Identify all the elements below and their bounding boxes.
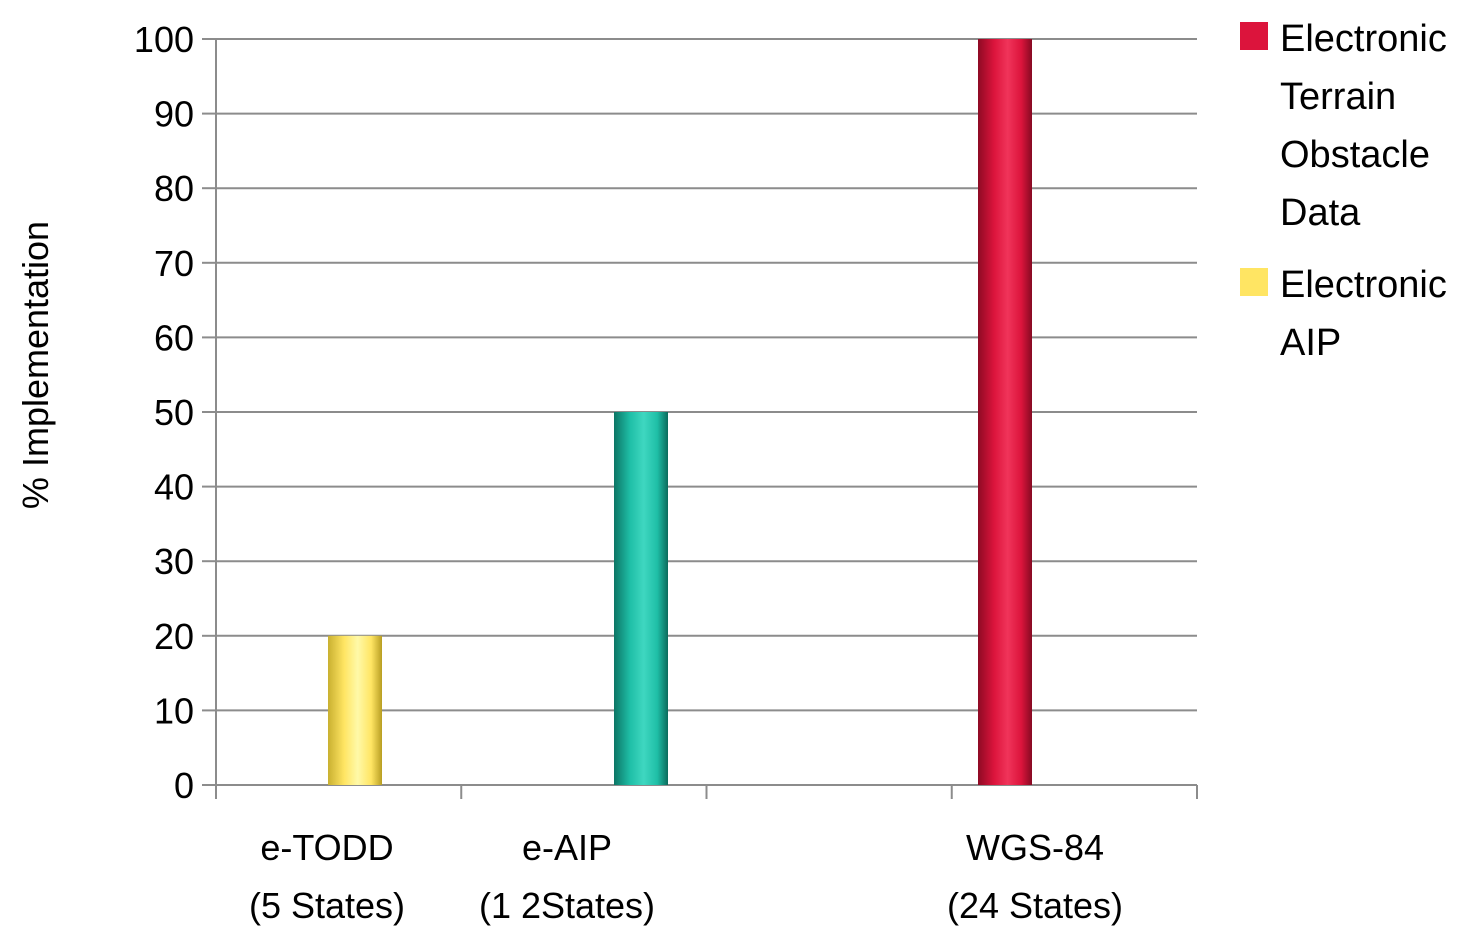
y-tick-label: 30 (154, 541, 194, 582)
legend-item-electronic-aip: Electronic AIP (1240, 256, 1476, 372)
gridlines (216, 38, 1197, 712)
y-tick-label: 90 (154, 94, 194, 135)
legend-swatch-red (1240, 22, 1268, 50)
legend-label: Electronic AIP (1280, 264, 1447, 364)
legend-label: Electronic Terrain Obstacle Data (1280, 18, 1447, 234)
y-tick-label: 60 (154, 317, 194, 358)
bar (328, 635, 382, 785)
y-tick-label: 0 (174, 765, 194, 806)
x-tick-label: e-AIP (522, 827, 612, 868)
axes (202, 38, 1198, 799)
x-tick-label-sub: (24 States) (947, 885, 1123, 926)
axis-labels: 0 10 20 30 40 50 60 70 80 90 100 e-TODD (5 States) e-… (134, 19, 1123, 926)
y-tick-label: 80 (154, 168, 194, 209)
legend-swatch-yellow (1240, 268, 1268, 296)
y-tick-label: 20 (154, 616, 194, 657)
bar (978, 39, 1032, 785)
y-tick-label: 70 (154, 243, 194, 284)
legend-item-terrain-obstacle-data: Electronic Terrain Obstacle Data (1240, 10, 1476, 242)
bar (614, 412, 668, 785)
x-tick-label: e-TODD (260, 827, 393, 868)
y-tick-label: 100 (134, 19, 194, 60)
y-axis-title: % Implementation (15, 221, 56, 509)
y-tick-label: 50 (154, 392, 194, 433)
y-tick-label: 10 (154, 690, 194, 731)
chart-legend: Electronic Terrain Obstacle Data Electro… (1240, 10, 1476, 386)
x-tick-label-sub: (5 States) (249, 885, 405, 926)
x-tick-label-sub: (1 2States) (479, 885, 655, 926)
bars (328, 39, 1032, 785)
x-tick-label: WGS-84 (966, 827, 1104, 868)
y-tick-label: 40 (154, 467, 194, 508)
